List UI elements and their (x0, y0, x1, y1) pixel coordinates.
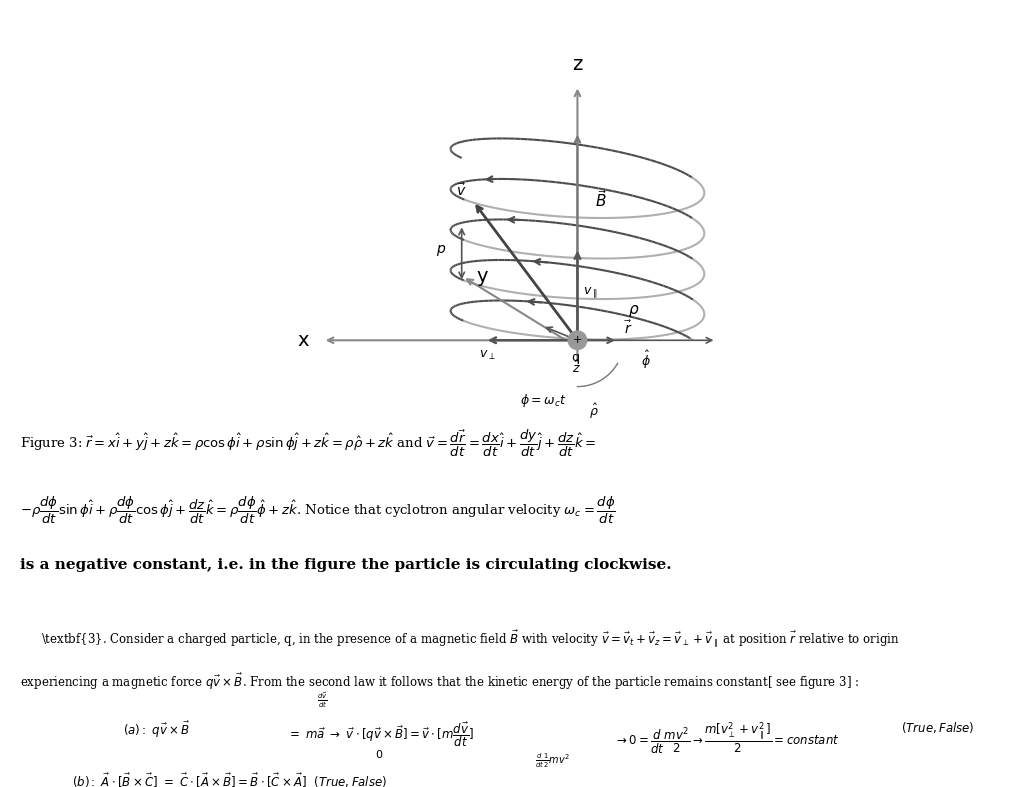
Text: z: z (572, 55, 583, 74)
Text: $-\rho\dfrac{d\phi}{dt}\sin\phi\hat{i}+\rho\dfrac{d\phi}{dt}\cos\phi\hat{j}+\dfr: $-\rho\dfrac{d\phi}{dt}\sin\phi\hat{i}+\… (20, 495, 616, 526)
Text: $\hat{\rho}$: $\hat{\rho}$ (589, 401, 599, 420)
Text: $\hat{\phi}$: $\hat{\phi}$ (641, 349, 651, 371)
Text: $v_\parallel$: $v_\parallel$ (584, 285, 598, 300)
Text: is a negative constant, i.e. in the figure the particle is circulating clockwise: is a negative constant, i.e. in the figu… (20, 558, 672, 571)
Text: $\frac{d}{dt}\frac{1}{2}mv^2$: $\frac{d}{dt}\frac{1}{2}mv^2$ (536, 752, 570, 770)
Circle shape (568, 331, 587, 349)
Text: $\frac{d\vec{v}}{dt}$: $\frac{d\vec{v}}{dt}$ (317, 691, 328, 711)
Text: $\vec{B}$: $\vec{B}$ (595, 189, 607, 210)
Text: $(True, False)$: $(True, False)$ (901, 720, 975, 735)
Text: $\hat{z}$: $\hat{z}$ (571, 360, 581, 375)
Text: $\rightarrow 0 = \dfrac{d}{dt}\dfrac{mv^2}{2} \rightarrow \dfrac{m[v_\perp^2+v_\: $\rightarrow 0 = \dfrac{d}{dt}\dfrac{mv^… (614, 720, 840, 756)
Text: Figure 3: $\vec{r} = x\hat{i}+y\hat{j}+z\hat{k} = \rho\cos\phi\hat{i}+\rho\sin\p: Figure 3: $\vec{r} = x\hat{i}+y\hat{j}+z… (20, 428, 597, 460)
Text: experiencing a magnetic force $q\vec{v}\times\vec{B}$. From the second law it fo: experiencing a magnetic force $q\vec{v}\… (20, 672, 859, 693)
Text: $\vec{v}$: $\vec{v}$ (456, 182, 466, 198)
Text: $\vec{r}$: $\vec{r}$ (624, 320, 633, 338)
Text: $(b):\ \vec{A}\cdot[\vec{B}\times\vec{C}]\ =\ \vec{C}\cdot[\vec{A}\times\vec{B}]: $(b):\ \vec{A}\cdot[\vec{B}\times\vec{C}… (72, 772, 387, 787)
Text: y: y (477, 267, 488, 286)
Text: \textbf{3}. Consider a charged particle, q, in the presence of a magnetic field : \textbf{3}. Consider a charged particle,… (41, 628, 900, 648)
Text: $\rho$: $\rho$ (628, 303, 639, 320)
Text: $v_\perp$: $v_\perp$ (479, 349, 496, 362)
Text: $\phi{=}\omega_c t$: $\phi{=}\omega_c t$ (519, 392, 566, 409)
Text: x: x (297, 331, 309, 349)
Text: p: p (435, 242, 444, 257)
Text: +: + (572, 335, 582, 345)
Text: $=\ m\vec{a}\ \rightarrow\ \vec{v}\cdot[q\vec{v}\times\vec{B}] = \vec{v}\cdot[m\: $=\ m\vec{a}\ \rightarrow\ \vec{v}\cdot[… (287, 720, 474, 749)
Text: q: q (571, 351, 580, 364)
Text: $(a):\ q\vec{v}\times\vec{B}$: $(a):\ q\vec{v}\times\vec{B}$ (123, 720, 189, 741)
Text: $0$: $0$ (375, 748, 383, 760)
